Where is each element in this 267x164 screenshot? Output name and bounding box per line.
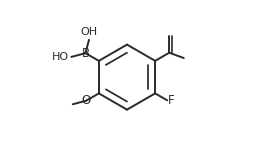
Text: OH: OH <box>80 27 98 37</box>
Text: HO: HO <box>52 52 69 62</box>
Text: F: F <box>168 94 175 107</box>
Text: B: B <box>81 47 89 60</box>
Text: O: O <box>81 94 91 107</box>
